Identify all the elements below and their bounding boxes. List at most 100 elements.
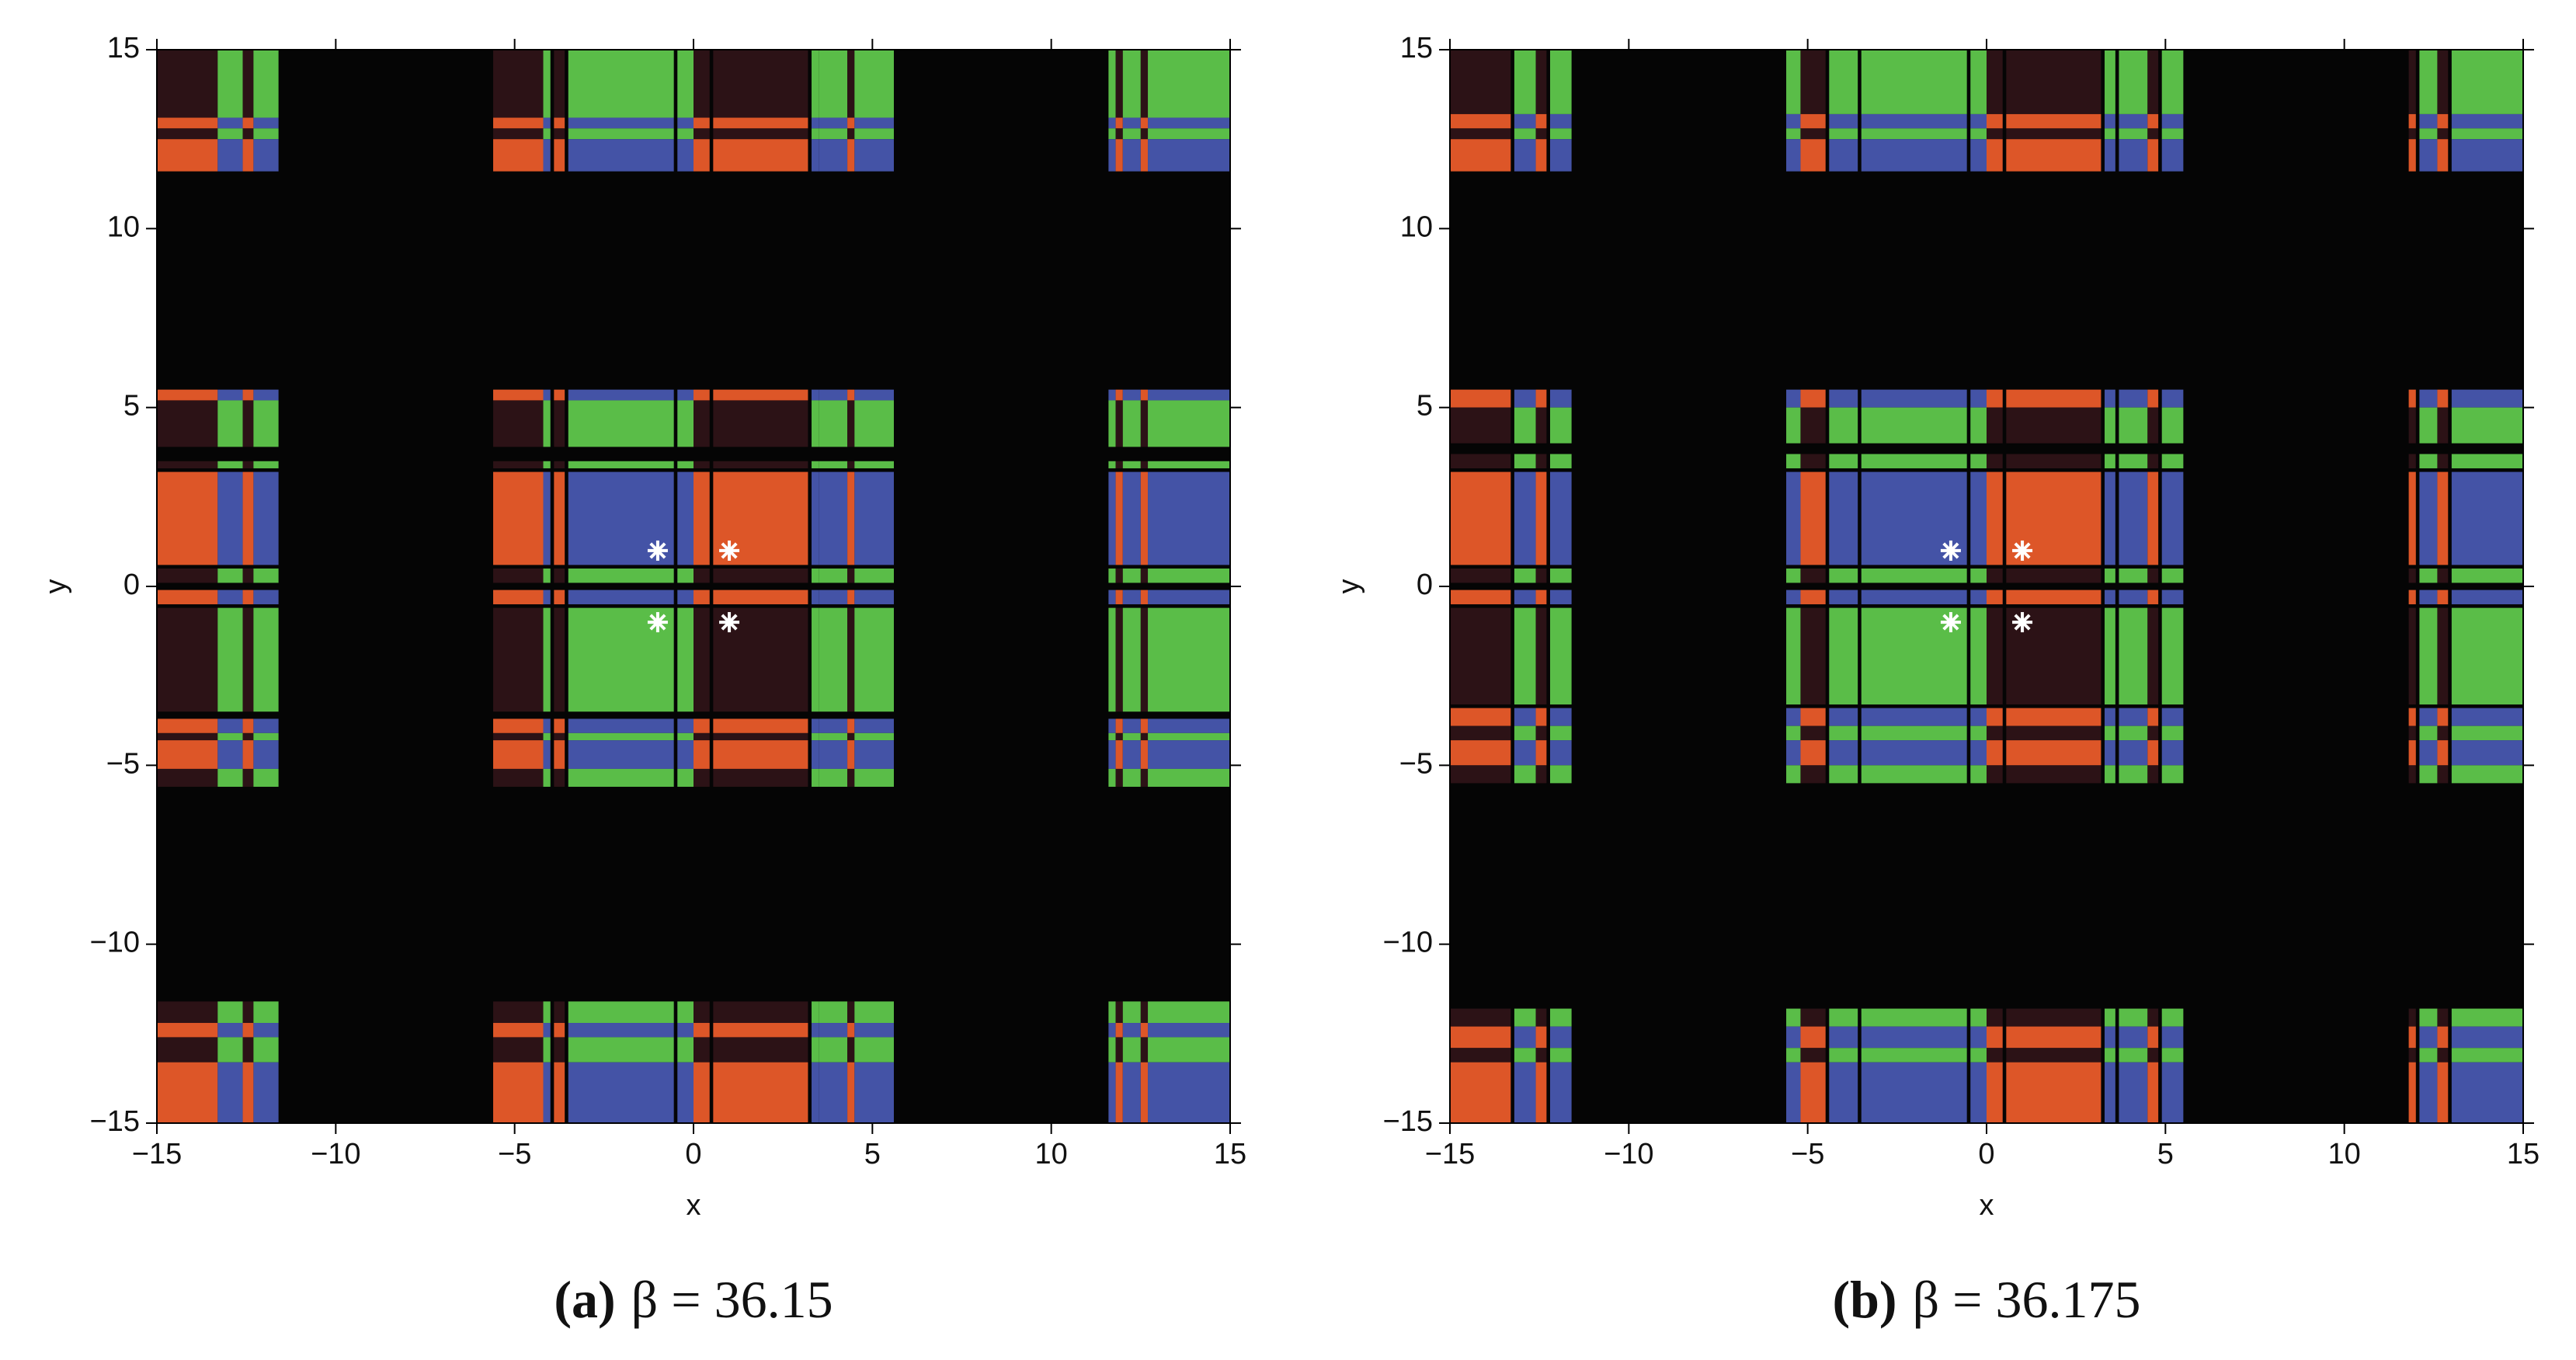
basin-cell [1549, 50, 1572, 114]
basin-cell [2105, 708, 2115, 726]
basin-cell [819, 139, 848, 172]
basin-cell [2451, 128, 2523, 140]
basin-cell [1786, 1062, 1801, 1123]
basin-cell [2006, 568, 2101, 583]
basin-cell [2408, 1008, 2416, 1027]
basin-cell [157, 471, 218, 565]
plot-background [1450, 50, 2523, 1123]
basin-cell [568, 117, 674, 129]
basin-cell [2437, 50, 2449, 114]
basin-cell [713, 389, 808, 401]
basin-cell [543, 732, 551, 741]
basin-cell [1829, 50, 1858, 114]
basin-cell [1549, 128, 1572, 140]
basin-cell [2408, 740, 2416, 766]
basin-cell [1800, 389, 1826, 408]
basin-cell [493, 718, 544, 733]
basin-cell [217, 389, 243, 401]
basin-cell [694, 732, 710, 741]
basin-cell [253, 768, 279, 787]
basin-cell [1108, 461, 1116, 468]
basin-cell [2105, 471, 2115, 565]
basin-cell [1108, 400, 1116, 447]
basin-cell [2437, 765, 2449, 784]
basin-cell [2006, 590, 2101, 605]
basin-cell [2419, 471, 2438, 565]
basin-cell [819, 740, 848, 769]
basin-cell [847, 740, 855, 769]
basin-cell [217, 128, 243, 140]
basin-cell [2419, 389, 2438, 408]
basin-cell [1786, 765, 1801, 784]
basin-cell [1140, 461, 1149, 468]
basin-cell [2408, 725, 2416, 741]
basin-cell [2147, 1026, 2159, 1049]
basin-cell [157, 1023, 218, 1038]
basin-cell [1861, 1062, 1967, 1123]
basin-cell [819, 590, 848, 605]
basin-cell [2161, 708, 2184, 726]
basin-cell [543, 740, 551, 769]
basin-cell [2161, 590, 2184, 605]
basin-cell [2006, 454, 2101, 468]
basin-cell [1786, 725, 1801, 741]
basin-cell [2006, 708, 2101, 726]
basin-cell [1115, 607, 1123, 712]
basin-cell [253, 740, 279, 769]
basin-cell [847, 607, 855, 712]
basin-cell [854, 389, 894, 401]
basin-cell [217, 461, 243, 468]
basin-cell [1115, 128, 1123, 140]
basin-cell [242, 128, 254, 140]
basin-cell [554, 768, 565, 787]
basin-cell [493, 740, 544, 769]
basin-cell [1535, 1008, 1547, 1027]
basin-cell [1861, 113, 1967, 129]
basin-cell [1987, 765, 2003, 784]
basin-cell [1108, 50, 1116, 118]
basin-cell [1450, 50, 1511, 114]
basin-cell [1148, 400, 1230, 447]
basin-cell [2161, 1026, 2184, 1049]
basin-cell [1549, 1062, 1572, 1123]
basin-cell [1549, 407, 1572, 443]
basin-cell [1115, 568, 1123, 583]
basin-cell [1800, 568, 1826, 583]
basin-cell [568, 128, 674, 140]
basin-cell [2161, 454, 2184, 468]
basin-cell [554, 117, 565, 129]
basin-cell [217, 718, 243, 733]
basin-cell [1514, 389, 1536, 408]
basin-cell [1861, 708, 1967, 726]
basin-cell [1970, 568, 1987, 583]
basin-cell [1450, 740, 1511, 766]
y-tick-label: 5 [123, 390, 140, 423]
star-stroke [1942, 614, 1959, 631]
basin-cell [2147, 765, 2159, 784]
basin-cell [2161, 1062, 2184, 1123]
basin-cell [2419, 454, 2438, 468]
basin-cell [1535, 607, 1547, 705]
y-tick-label: −15 [90, 1105, 140, 1138]
basin-cell [2419, 590, 2438, 605]
basin-cell [242, 50, 254, 118]
basin-cell [1987, 1026, 2003, 1049]
basin-cell [819, 117, 848, 129]
basin-cell [1108, 1023, 1116, 1038]
basin-cell [543, 590, 551, 605]
basin-cell [854, 400, 894, 447]
basin-cell [2105, 568, 2115, 583]
basin-cell [253, 389, 279, 401]
basin-cell [1800, 139, 1826, 172]
basin-cell [713, 461, 808, 468]
basin-cell [1970, 590, 1987, 605]
basin-cell [713, 568, 808, 583]
basin-cell [1970, 50, 1987, 114]
basin-cell [1535, 590, 1547, 605]
caption-text: β = 36.175 [1913, 1270, 2141, 1329]
basin-cell [1535, 1062, 1547, 1123]
basin-cell [2147, 128, 2159, 140]
star-stroke [721, 542, 738, 559]
attractor-point [719, 612, 740, 633]
